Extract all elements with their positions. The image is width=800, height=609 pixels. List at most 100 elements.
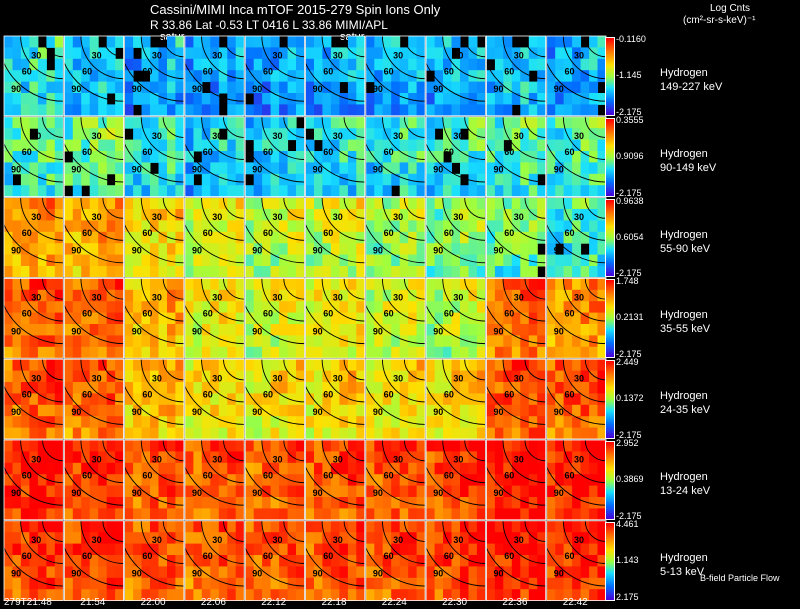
heatmap-pixel (408, 566, 418, 579)
heatmap-pixel (37, 520, 47, 533)
heatmap-pixel (141, 278, 151, 291)
heatmap-pixel (54, 151, 64, 163)
heatmap-pixel (391, 532, 401, 545)
heatmap-pixel (54, 393, 64, 406)
heatmap-pixel (391, 70, 401, 83)
heatmap-pixel (175, 173, 184, 186)
heatmap-pixel (511, 116, 521, 129)
heatmap-pixel (133, 278, 143, 291)
heatmap-pixel (106, 577, 116, 590)
heatmap-pixel (494, 58, 504, 71)
heatmap-pixel (399, 427, 409, 440)
heatmap-pixel (270, 543, 280, 556)
pitch-angle-cell (124, 440, 184, 520)
heatmap-pixel (580, 209, 590, 221)
pitch-angle-contour (584, 278, 607, 300)
heatmap-pixel (235, 151, 245, 163)
heatmap-pixel (589, 301, 599, 314)
heatmap-pixel (193, 36, 203, 48)
heatmap-pixel (124, 58, 134, 71)
heatmap-pixel (597, 346, 607, 359)
heatmap-pixel (262, 162, 272, 175)
contour-label: 90 (192, 488, 202, 498)
heatmap-pixel (218, 197, 228, 210)
heatmap-pixel (314, 254, 323, 267)
heatmap-pixel (175, 462, 184, 475)
heatmap-pixel (468, 231, 478, 244)
heatmap-pixel (339, 520, 349, 533)
heatmap-pixel (555, 370, 565, 383)
heatmap-pixel (106, 104, 116, 116)
heatmap-pixel (89, 416, 99, 429)
heatmap-pixel (443, 289, 452, 302)
heatmap-pixel (150, 312, 159, 325)
heatmap-pixel (201, 278, 211, 291)
pitch-angle-contour (64, 61, 124, 102)
heatmap-pixel (511, 151, 521, 163)
heatmap-pixel (235, 104, 245, 116)
heatmap-pixel (563, 497, 573, 509)
heatmap-pixel (356, 58, 365, 71)
pitch-angle-contour (140, 116, 184, 160)
heatmap-pixel (89, 81, 99, 94)
heatmap-pixel (314, 427, 323, 440)
pitch-angle-cell (184, 197, 245, 278)
heatmap-pixel (511, 266, 521, 278)
heatmap-pixel (305, 254, 315, 267)
heatmap-pixel (468, 589, 478, 601)
heatmap-pixel (106, 382, 116, 394)
heatmap-pixel (476, 197, 486, 210)
heatmap-pixel (546, 324, 556, 336)
heatmap-pixel (589, 289, 599, 302)
heatmap-pixel (451, 151, 461, 163)
heatmap-pixel (141, 520, 151, 533)
heatmap-pixel (347, 70, 357, 83)
heatmap-pixel (460, 185, 469, 197)
heatmap-pixel (503, 508, 513, 520)
heatmap-pixel (314, 220, 323, 233)
cell-border (365, 520, 426, 601)
heatmap-pixel (330, 589, 340, 601)
heatmap-pixel (150, 566, 159, 579)
pitch-angle-contour (442, 116, 486, 160)
heatmap-pixel (382, 47, 392, 60)
heatmap-pixel (555, 104, 565, 116)
heatmap-pixel (580, 301, 590, 314)
heatmap-pixel (597, 404, 607, 417)
heatmap-pixel (330, 81, 340, 94)
heatmap-pixel (546, 185, 556, 197)
heatmap-pixel (210, 128, 220, 141)
contour-label: 30 (152, 454, 162, 464)
heatmap-pixel (374, 370, 384, 383)
heatmap-pixel (124, 370, 134, 383)
heatmap-pixel (287, 462, 297, 475)
heatmap-pixel (106, 543, 116, 556)
contour-label: 90 (313, 246, 323, 256)
heatmap-pixel (167, 462, 176, 475)
heatmap-pixel (184, 555, 194, 567)
heatmap-pixel (4, 139, 13, 152)
heatmap-pixel (494, 335, 504, 348)
heatmap-pixel (29, 566, 39, 579)
heatmap-pixel (184, 116, 194, 129)
heatmap-pixel (115, 382, 124, 394)
heatmap-pixel (262, 427, 272, 440)
heatmap-pixel (98, 116, 108, 129)
heatmap-pixel (81, 440, 91, 452)
heatmap-pixel (20, 220, 30, 233)
heatmap-pixel (175, 474, 184, 487)
heatmap-pixel (287, 532, 297, 545)
heatmap-pixel (201, 128, 211, 141)
heatmap-pixel (365, 36, 375, 48)
contour-label: 60 (22, 551, 32, 561)
heatmap-pixel (133, 404, 143, 417)
pitch-angle-contour (201, 359, 245, 403)
heatmap-pixel (29, 289, 39, 302)
heatmap-pixel (167, 301, 176, 314)
channel-label: Hydrogen 5-13 keV (660, 551, 708, 579)
heatmap-pixel (20, 520, 30, 533)
heatmap-pixel (494, 266, 504, 278)
cell-border (305, 35, 366, 117)
heatmap-pixel (511, 440, 521, 452)
cell-border (305, 439, 366, 521)
